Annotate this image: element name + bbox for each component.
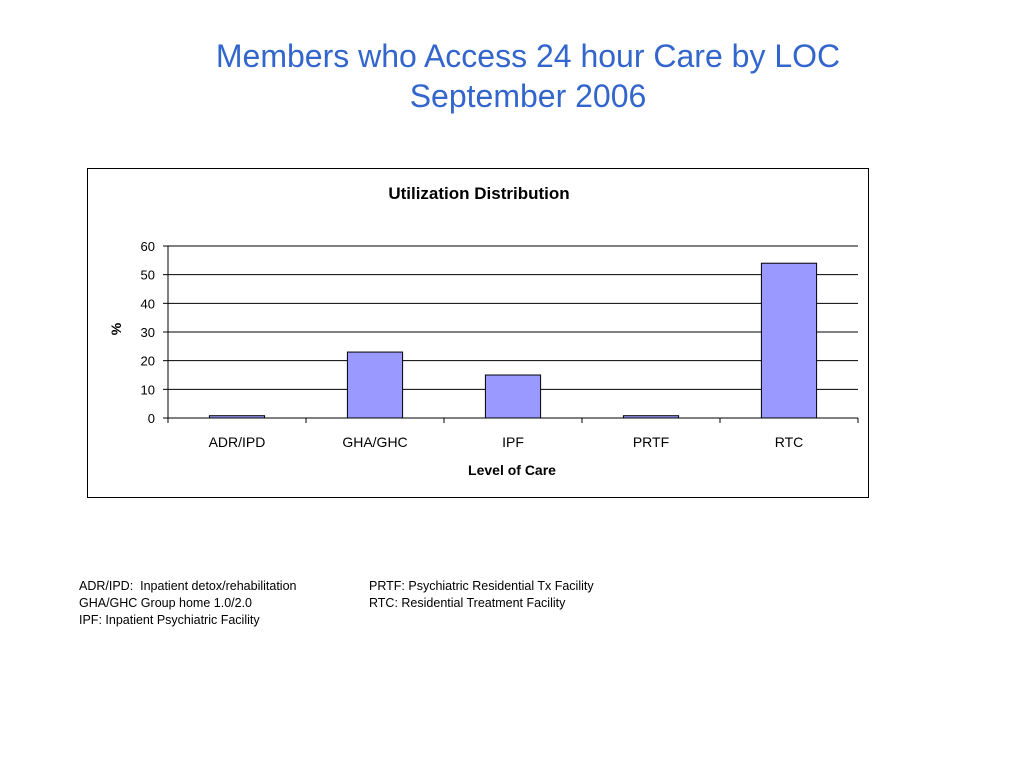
x-tick-labels: ADR/IPD GHA/GHC IPF PRTF RTC	[209, 434, 804, 450]
bars	[208, 262, 818, 419]
y-tick-label: 20	[141, 354, 155, 369]
x-tick-label: ADR/IPD	[209, 434, 266, 450]
slide-title-line-2: September 2006	[409, 78, 647, 114]
slide-title: Members who Access 24 hour Care by LOC S…	[0, 36, 1024, 116]
footnote-ipf: IPF: Inpatient Psychiatric Facility	[79, 613, 260, 627]
footnote-gha-ghc: GHA/GHC Group home 1.0/2.0	[79, 596, 252, 610]
footnotes-right: PRTF: Psychiatric Residential Tx Facilit…	[369, 578, 594, 612]
axes	[163, 245, 859, 423]
bar-rtc	[760, 262, 818, 419]
y-tick-labels: 0 10 20 30 40 50 60	[141, 239, 155, 426]
y-axis-label: %	[108, 322, 124, 335]
y-tick-label: 30	[141, 325, 155, 340]
x-tick-label: RTC	[775, 434, 804, 450]
chart-title: Utilization Distribution	[388, 184, 569, 203]
gridlines	[168, 245, 858, 390]
slide-title-line-1: Members who Access 24 hour Care by LOC	[215, 38, 841, 74]
x-tick-label: GHA/GHC	[342, 434, 407, 450]
bar-ipf	[484, 374, 542, 419]
footnote-adr-ipd: ADR/IPD: Inpatient detox/rehabilitation	[79, 579, 297, 593]
x-tick-label: IPF	[502, 434, 524, 450]
y-tick-label: 40	[141, 296, 155, 311]
footnote-prtf: PRTF: Psychiatric Residential Tx Facilit…	[369, 579, 594, 593]
y-tick-label: 10	[141, 382, 155, 397]
footnote-rtc: RTC: Residential Treatment Facility	[369, 596, 566, 610]
y-tick-label: 60	[141, 239, 155, 254]
bar-chart: Utilization Distribution 0 10 20 30 40 50 60 A…	[108, 184, 859, 478]
chart-frame: Utilization Distribution 0 10 20 30 40 50 60 A…	[87, 168, 869, 498]
x-tick-label: PRTF	[633, 434, 669, 450]
y-tick-label: 50	[141, 268, 155, 283]
y-tick-label: 0	[148, 411, 155, 426]
x-axis-label: Level of Care	[468, 462, 556, 478]
bar-gha-ghc	[346, 351, 404, 419]
footnotes-left: ADR/IPD: Inpatient detox/rehabilitation …	[79, 578, 296, 629]
